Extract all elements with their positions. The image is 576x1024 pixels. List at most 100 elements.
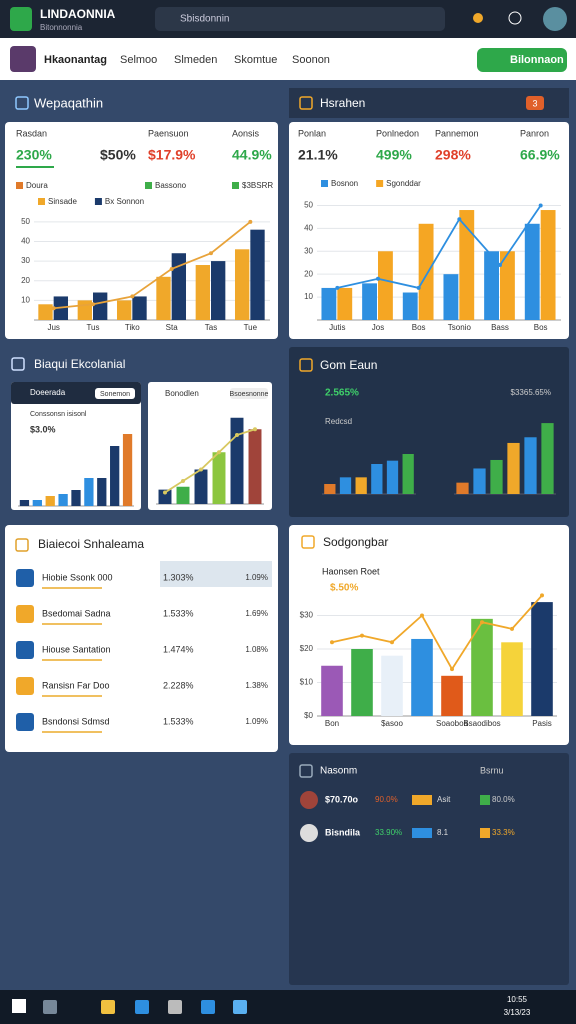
user-icon[interactable] xyxy=(473,13,483,23)
search-text[interactable]: Sbisdonnin xyxy=(180,14,229,25)
taskbar-app[interactable] xyxy=(101,1000,115,1014)
sub-card xyxy=(11,382,141,510)
row-a: 90.0% xyxy=(375,795,398,804)
row-name[interactable]: Bsedomai Sadna xyxy=(42,608,111,618)
panel-title: Biaqui Ekcolanial xyxy=(34,357,125,371)
bar xyxy=(32,500,42,506)
y-tick-label: 10 xyxy=(21,295,30,304)
info-icon[interactable] xyxy=(508,11,522,25)
nav-link[interactable]: Slmeden xyxy=(174,54,217,66)
stat-value: $50% xyxy=(100,147,136,163)
key-label: Bassono xyxy=(155,181,187,190)
bar xyxy=(212,452,226,504)
key-swatch xyxy=(232,182,239,189)
trend-point xyxy=(510,626,514,631)
trend-point xyxy=(181,479,185,483)
y-tick-label: $10 xyxy=(300,678,314,687)
bar xyxy=(194,469,208,504)
icon xyxy=(15,538,29,552)
bar xyxy=(250,229,265,320)
row-v2: 1.69% xyxy=(245,609,268,618)
avatar[interactable] xyxy=(543,7,567,31)
y-tick-label: $30 xyxy=(300,611,314,620)
x-tick-label: Jos xyxy=(372,323,384,332)
nav-button-label[interactable]: Bilonnaon xyxy=(510,54,564,66)
panel-title: Sodgongbar xyxy=(323,535,388,549)
row-name[interactable]: Hiouse Santation xyxy=(42,644,111,654)
nav-link[interactable]: Soonon xyxy=(292,54,330,66)
row-sub xyxy=(42,731,102,733)
bar xyxy=(122,434,133,506)
app-subtitle: Bitonnonnia xyxy=(40,23,83,32)
row-v1: 1.303% xyxy=(163,572,194,582)
x-tick-label: Tas xyxy=(205,323,217,332)
bar xyxy=(58,494,68,506)
y-tick-label: 30 xyxy=(21,256,30,265)
row-b: Asit xyxy=(437,795,451,804)
bar xyxy=(459,210,475,320)
nav-link[interactable]: Skomtue xyxy=(234,54,277,66)
stat-value: 298% xyxy=(435,147,471,163)
bar xyxy=(19,500,30,506)
taskbar-app[interactable] xyxy=(201,1000,215,1014)
x-tick-label: Soaoboa xyxy=(436,719,469,728)
panel-title: Gom Eaun xyxy=(320,358,377,372)
row-name[interactable]: Bsndonsi Sdmsd xyxy=(42,716,110,726)
bar xyxy=(531,602,553,716)
row-icon xyxy=(16,677,34,695)
bar xyxy=(176,486,190,504)
row-sub xyxy=(42,659,102,661)
panel-title: Nasonm xyxy=(320,766,357,777)
row-name[interactable]: Hiobie Ssonk 000 xyxy=(42,572,113,582)
row-name[interactable]: Ransisn Far Doo xyxy=(42,680,110,690)
taskbar-app[interactable] xyxy=(233,1000,247,1014)
bar xyxy=(116,300,132,320)
stat-value: 66.9% xyxy=(520,147,560,163)
stat-label: Aonsis xyxy=(232,128,260,138)
panel-right: Bsrnu xyxy=(480,765,504,775)
bar xyxy=(195,265,210,320)
x-tick-label: Pasis xyxy=(532,719,552,728)
trend-point xyxy=(209,251,213,256)
bar xyxy=(234,249,250,320)
trend-point xyxy=(480,620,484,625)
trend-point xyxy=(51,306,56,311)
bar xyxy=(158,489,172,504)
row-icon xyxy=(16,569,34,587)
legend-label: Bosnon xyxy=(331,179,358,188)
taskbar-app[interactable] xyxy=(168,1000,182,1014)
trend-point xyxy=(538,203,543,208)
row-v1: 1.474% xyxy=(163,644,194,654)
stat-underline xyxy=(16,166,54,168)
trend-point xyxy=(450,667,454,672)
bar xyxy=(84,478,94,506)
x-tick-label: Tue xyxy=(244,323,258,332)
badge-text: 3 xyxy=(532,98,537,108)
bar xyxy=(171,253,187,320)
trend-point xyxy=(457,217,462,222)
legend-swatch xyxy=(38,198,45,205)
x-tick-label: Tiko xyxy=(125,323,140,332)
y-tick-label: 30 xyxy=(304,246,313,255)
legend-swatch xyxy=(94,198,102,205)
sub-card-value: $3.0% xyxy=(30,424,56,434)
x-tick-label: Bos xyxy=(412,323,426,332)
clock-time: 10:55 xyxy=(507,995,528,1004)
bar xyxy=(321,287,337,320)
panel-title: Hsrahen xyxy=(320,96,365,110)
badge xyxy=(526,96,544,110)
row-chip xyxy=(412,795,432,805)
bar xyxy=(77,300,92,320)
trend-point xyxy=(330,640,334,645)
taskbar-app[interactable] xyxy=(43,1000,57,1014)
bar xyxy=(362,283,377,320)
trend-point xyxy=(376,276,380,281)
x-tick-label: Tus xyxy=(86,323,99,332)
trend-point xyxy=(91,302,95,307)
trend-point xyxy=(199,467,203,472)
nav-link[interactable]: Selmoo xyxy=(120,54,157,66)
bar xyxy=(324,484,336,494)
nav-brand[interactable]: Hkaonantag xyxy=(44,54,107,66)
taskbar-app[interactable] xyxy=(135,1000,149,1014)
